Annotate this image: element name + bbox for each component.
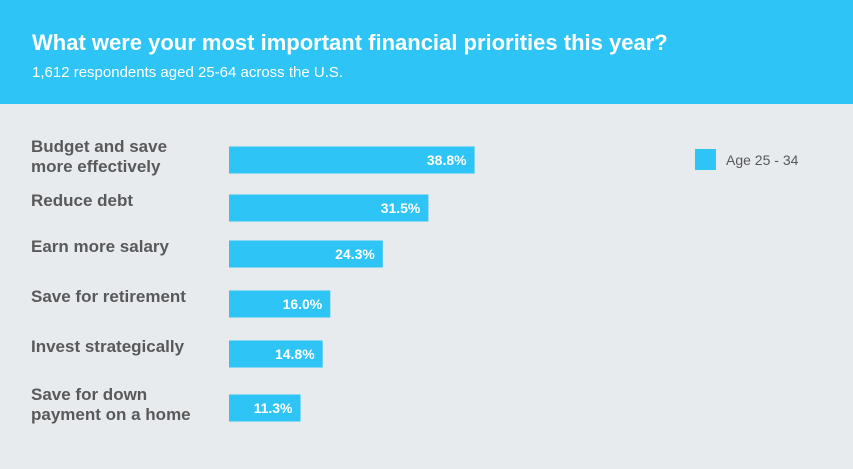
category-label-2: Earn more salary (31, 237, 170, 256)
bar-value-label-4: 14.8% (275, 346, 315, 362)
chart-title: What were your most important financial … (32, 30, 668, 55)
bar-value-label-5: 11.3% (254, 400, 293, 416)
bar-0 (229, 146, 475, 174)
bar-5 (229, 394, 301, 422)
bar-1 (229, 194, 429, 222)
bar-value-label-3: 16.0% (283, 296, 323, 312)
bar-value-label-2: 24.3% (335, 246, 375, 262)
category-label-1: Reduce debt (31, 191, 133, 210)
legend-swatch (695, 149, 716, 170)
category-label-4: Invest strategically (31, 337, 185, 356)
bar-value-label-0: 38.8% (427, 152, 467, 168)
bar-3 (229, 290, 331, 318)
category-label-0: Budget and save more effectively (31, 137, 167, 176)
bar-4 (229, 340, 323, 368)
chart-subtitle: 1,612 respondents aged 25-64 across the … (32, 64, 344, 81)
bar-chart: 38.8% Budget and save more effectively 31.5… (31, 137, 475, 424)
legend-label: Age 25 - 34 (726, 151, 799, 168)
chart-header: What were your most important financial … (0, 0, 853, 104)
chart-legend: Age 25 - 34 (695, 149, 798, 170)
category-label-3: Save for retirement (31, 287, 186, 306)
bar-2 (229, 240, 383, 268)
category-label-5: Save for down payment on a home (31, 385, 191, 424)
bar-value-label-1: 31.5% (381, 200, 421, 216)
